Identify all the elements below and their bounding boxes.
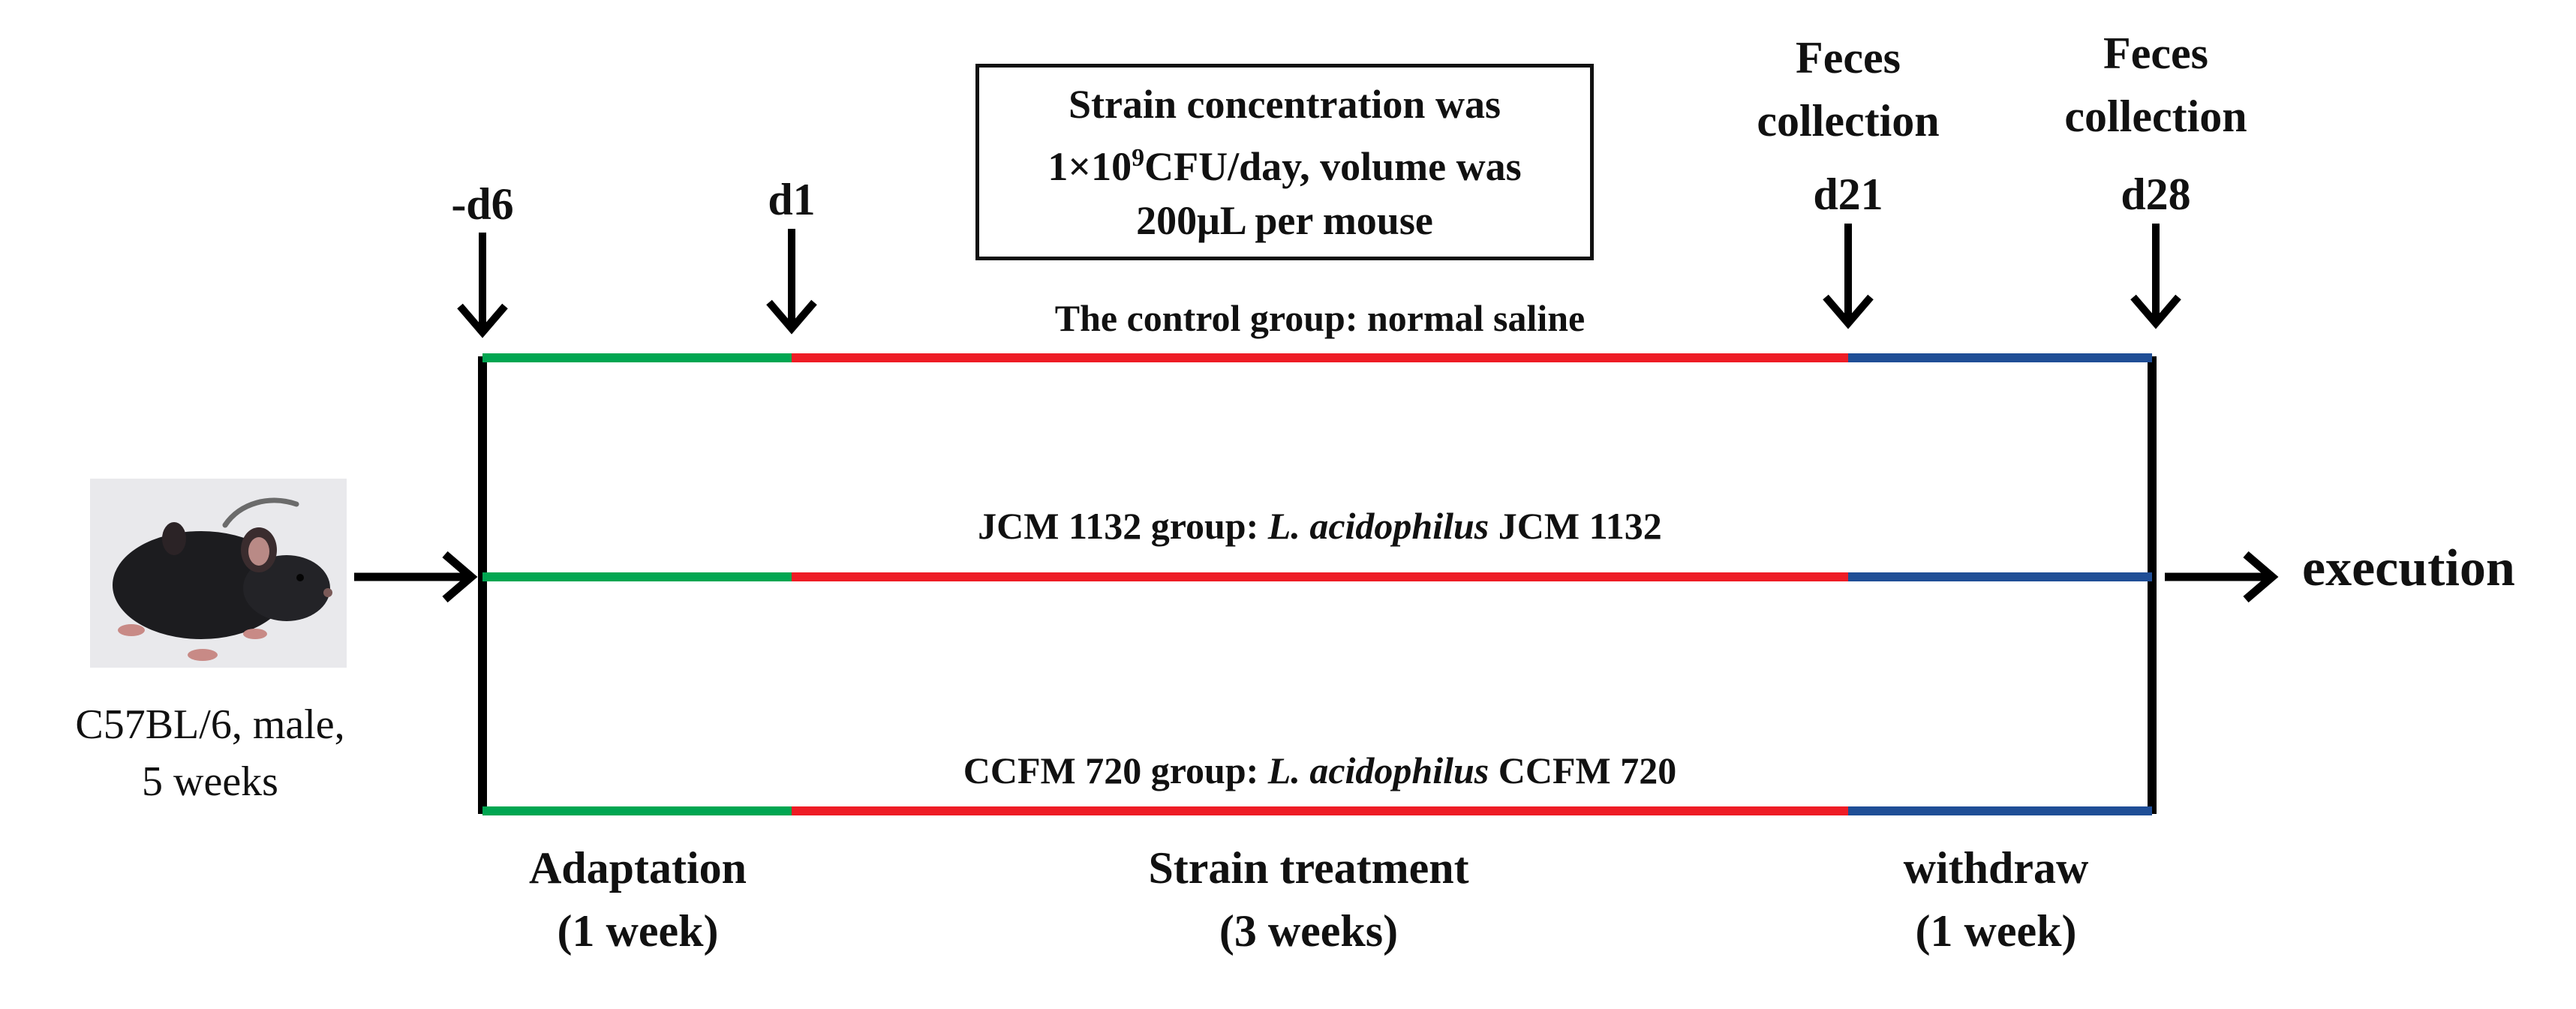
execution-label: execution bbox=[2302, 539, 2515, 597]
info-line-2: 1×109CFU/day, volume was bbox=[1048, 131, 1521, 194]
marker-arrow-d28 bbox=[2130, 224, 2181, 329]
feces-word: Feces bbox=[1796, 33, 1901, 83]
treatment-title: Strain treatment bbox=[1148, 843, 1469, 893]
withdraw-title: withdraw bbox=[1903, 843, 2089, 893]
execution-arrow bbox=[2165, 551, 2279, 603]
mouse-age: 5 weeks bbox=[142, 758, 278, 805]
strain-concentration-box: Strain concentration was 1×109CFU/day, v… bbox=[975, 64, 1594, 260]
day-marker-neg6: -d6 bbox=[451, 179, 514, 229]
adaptation-title: Adaptation bbox=[528, 843, 747, 893]
mouse-strain-sex: C57BL/6, male, bbox=[75, 701, 345, 748]
ccfm-species: L. acidophilus bbox=[1267, 749, 1489, 791]
collection-word: collection bbox=[1757, 96, 1940, 146]
jcm-species: L. acidophilus bbox=[1267, 505, 1489, 547]
mouse-photo bbox=[90, 479, 347, 668]
marker-arrow-d-neg6 bbox=[457, 233, 508, 338]
treatment-phase-label: Strain treatment (3 weeks) bbox=[1076, 836, 1541, 962]
jcm-group-label: JCM 1132 group: L. acidophilus JCM 1132 bbox=[792, 504, 1848, 548]
ccfm-group-prefix: CCFM 720 group: bbox=[963, 749, 1268, 791]
info-line-3: 200μL per mouse bbox=[1136, 197, 1433, 243]
marker-arrow-d21 bbox=[1823, 224, 1874, 329]
feces-collection-d28: Feces collection bbox=[2021, 22, 2291, 148]
withdraw-phase-label: withdraw (1 week) bbox=[1801, 836, 2191, 962]
day-marker-d28: d28 bbox=[2121, 170, 2191, 219]
collection-word: collection bbox=[2064, 92, 2247, 141]
jcm-group-suffix: JCM 1132 bbox=[1489, 505, 1662, 547]
marker-arrow-d1 bbox=[766, 229, 817, 335]
info-line-2-exponent: 9 bbox=[1132, 143, 1145, 172]
adaptation-duration: (1 week) bbox=[557, 906, 719, 956]
treatment-duration: (3 weeks) bbox=[1219, 906, 1399, 956]
ccfm-group-label: CCFM 720 group: L. acidophilus CCFM 720 bbox=[792, 749, 1848, 792]
feces-collection-d21: Feces collection bbox=[1713, 26, 1983, 152]
day-marker-d1: d1 bbox=[768, 175, 816, 224]
ccfm-group-suffix: CCFM 720 bbox=[1489, 749, 1677, 791]
feces-word: Feces bbox=[2103, 29, 2208, 78]
mouse-to-timeline-arrow bbox=[354, 551, 478, 603]
info-line-2-prefix: 1×10 bbox=[1048, 143, 1132, 189]
mouse-caption: C57BL/6, male, 5 weeks bbox=[53, 696, 368, 810]
info-line-2-suffix: CFU/day, volume was bbox=[1144, 143, 1522, 189]
control-group-label: The control group: normal saline bbox=[1054, 297, 1586, 339]
jcm-group-prefix: JCM 1132 group: bbox=[978, 505, 1268, 547]
adaptation-phase-label: Adaptation (1 week) bbox=[443, 836, 833, 962]
day-marker-d21: d21 bbox=[1813, 170, 1883, 219]
info-line-1: Strain concentration was bbox=[1069, 81, 1501, 127]
withdraw-duration: (1 week) bbox=[1915, 906, 2077, 956]
